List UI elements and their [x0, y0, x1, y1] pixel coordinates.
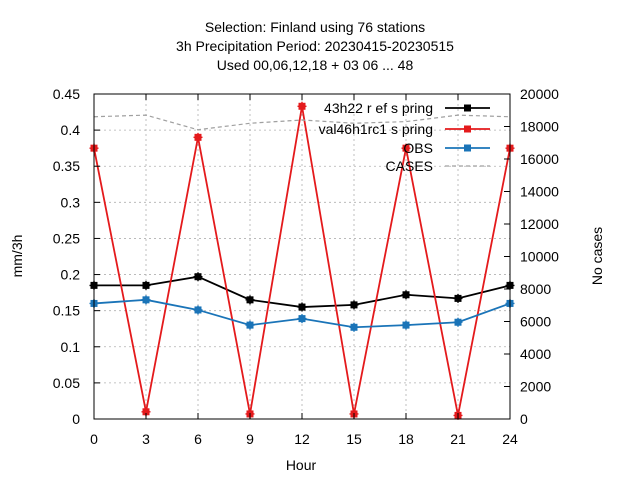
y2-tick-label: 4000 [520, 346, 551, 362]
y-tick-label: 0.1 [61, 339, 81, 355]
y2-tick-label: 18000 [520, 119, 559, 135]
series-2-point-cross [401, 320, 411, 330]
x-tick-label: 9 [246, 431, 254, 447]
y-tick-label: 0 [72, 411, 80, 427]
legend-label-2: OBS [403, 140, 433, 156]
series-0-point-cross [349, 300, 359, 310]
y2-tick-label: 2000 [520, 379, 551, 395]
y-tick-label: 0.15 [53, 303, 80, 319]
y-tick-label: 0.2 [61, 267, 81, 283]
series-0-point-cross [401, 290, 411, 300]
legend-marker-1 [464, 125, 471, 133]
y-tick-label: 0.25 [53, 230, 80, 246]
series-0-point-cross [297, 302, 307, 312]
series-1-point-cross [401, 143, 411, 153]
x-axis-label: Hour [286, 457, 317, 473]
y2-tick-label: 14000 [520, 184, 559, 200]
y2-tick-label: 0 [520, 411, 528, 427]
series-2-point-cross [193, 305, 203, 315]
legend: 43h22 r ef s pring val46h1rc1 s pring OBS C… [319, 100, 490, 174]
series-0-point-cross [245, 295, 255, 305]
x-tick-label: 12 [294, 431, 310, 447]
y-tick-label: 0.05 [53, 375, 80, 391]
series-2-point-cross [453, 317, 463, 327]
series-0-point-cross [453, 293, 463, 303]
series-2-point-cross [297, 314, 307, 324]
y-tick-label: 0.45 [53, 86, 80, 102]
x-tick-label: 18 [398, 431, 414, 447]
x-tick-label: 3 [142, 431, 150, 447]
series-2-point-cross [245, 320, 255, 330]
axis-ticks: 0 3 6 9 12 15 18 21 2400.050.10.150.20.250.30.35… [53, 86, 559, 447]
y2-tick-label: 10000 [520, 249, 559, 265]
y-tick-label: 0.3 [61, 194, 81, 210]
x-tick-label: 24 [502, 431, 518, 447]
y-axis-label: mm/3h [9, 235, 25, 278]
legend-label-1: val46h1rc1 s pring [319, 121, 433, 137]
grid [94, 94, 510, 419]
title-line-1: Selection: Finland using 76 stations [205, 19, 425, 35]
y2-tick-label: 12000 [520, 216, 559, 232]
x-tick-label: 21 [450, 431, 466, 447]
series-0-point-cross [193, 272, 203, 282]
y-tick-label: 0.4 [61, 122, 81, 138]
series-0-point-cross [141, 280, 151, 290]
y2-tick-label: 16000 [520, 151, 559, 167]
chart-title: Selection: Finland using 76 stations 3h … [176, 19, 454, 73]
legend-label-0: 43h22 r ef s pring [324, 100, 433, 116]
title-line-3: Used 00,06,12,18 + 03 06 ... 48 [217, 57, 414, 73]
y2-tick-label: 20000 [520, 86, 559, 102]
y2-axis-label: No cases [589, 227, 605, 285]
x-tick-label: 15 [346, 431, 362, 447]
legend-marker-0 [464, 104, 471, 112]
series-1-point-cross [193, 132, 203, 142]
y2-tick-label: 8000 [520, 281, 551, 297]
series-2-point-cross [141, 295, 151, 305]
legend-label-3: CASES [386, 158, 433, 174]
series-line-3 [93, 114, 511, 131]
x-tick-label: 6 [194, 431, 202, 447]
legend-marker-2 [464, 144, 471, 152]
series-1-point-cross [297, 101, 307, 111]
title-line-2: 3h Precipitation Period: 20230415-202305… [176, 38, 454, 54]
y-tick-label: 0.35 [53, 158, 80, 174]
x-tick-label: 0 [90, 431, 98, 447]
series-2-point-cross [349, 322, 359, 332]
y2-tick-label: 6000 [520, 314, 551, 330]
